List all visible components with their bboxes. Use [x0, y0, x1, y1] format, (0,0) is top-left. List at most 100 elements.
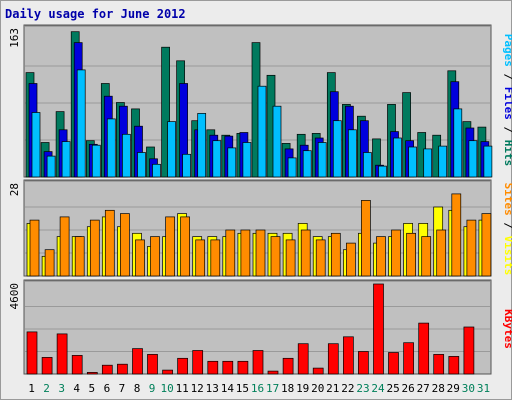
hits-files-pages-axis-label-part: Hits — [502, 140, 512, 167]
x-tick-label: 22 — [341, 382, 354, 395]
hits-files-pages-pages-bar — [468, 140, 478, 178]
sites-visits-axis-label-part: Visits — [502, 236, 512, 276]
kbytes-kbytes-bar — [343, 336, 354, 375]
x-tick-label: 8 — [134, 382, 141, 395]
kbytes-kbytes-bar — [327, 343, 339, 375]
kbytes-kbytes-bar — [237, 360, 249, 375]
kbytes-kbytes-bar — [41, 357, 53, 375]
hits-files-pages-pages-bar — [46, 155, 56, 178]
x-tick-label: 3 — [58, 382, 65, 395]
hits-files-pages-pages-bar — [393, 137, 402, 178]
kbytes-kbytes-bar — [358, 351, 369, 375]
sites-visits-sites-bar — [285, 239, 296, 277]
hits-files-pages-pages-bar — [453, 108, 463, 178]
sites-visits-sites-bar — [421, 236, 432, 277]
sites-visits-sites-bar — [330, 232, 341, 277]
kbytes-kbytes-bar — [71, 355, 83, 375]
hits-files-pages-axis-label: Pages / Files / Hits — [502, 34, 512, 167]
x-tick-label: 23 — [356, 382, 369, 395]
sites-visits-sites-bar — [255, 229, 266, 277]
sites-visits-sites-bar — [270, 236, 281, 277]
hits-files-pages-pages-bar — [182, 153, 191, 178]
kbytes-ymax-label: 4600 — [8, 283, 21, 310]
sites-visits-sites-bar — [210, 239, 221, 277]
sites-visits-sites-bar — [376, 236, 386, 277]
kbytes-kbytes-bar — [418, 322, 430, 375]
hits-files-pages-axis-label-part: Files — [502, 87, 512, 120]
hits-files-pages-axis-label-part: / — [502, 67, 512, 87]
x-tick-label: 30 — [462, 382, 475, 395]
x-tick-label: 1 — [28, 382, 35, 395]
hits-files-pages-pages-bar — [287, 157, 297, 178]
kbytes-kbytes-bar — [448, 356, 460, 375]
kbytes-kbytes-bar — [403, 342, 414, 375]
x-tick-label: 19 — [296, 382, 309, 395]
sites-visits-sites-bar — [165, 216, 175, 277]
hits-files-pages-pages-bar — [257, 85, 267, 178]
x-tick-label: 28 — [432, 382, 445, 395]
hits-files-pages-pages-bar — [348, 129, 357, 178]
x-tick-label: 12 — [191, 382, 204, 395]
hits-files-pages-axis-label-part: Pages — [502, 34, 512, 67]
kbytes-kbytes-bar — [101, 364, 113, 375]
hits-files-pages-pages-bar — [167, 121, 176, 178]
kbytes-kbytes-bar — [207, 360, 219, 375]
hits-files-pages-pages-bar — [106, 118, 116, 178]
sites-visits-sites-bar — [150, 236, 160, 277]
x-tick-label: 6 — [104, 382, 111, 395]
sites-visits-sites-bar — [361, 200, 371, 277]
x-tick-label: 5 — [88, 382, 95, 395]
hits-files-pages-pages-bar — [408, 146, 417, 178]
sites-visits-ymax-label: 28 — [8, 183, 21, 196]
x-tick-label: 9 — [149, 382, 156, 395]
sites-visits-axis-label: Sites / Visits — [502, 183, 512, 276]
kbytes-axis-label: KBytes — [502, 309, 512, 349]
kbytes-axis-label-part: KBytes — [502, 309, 512, 349]
kbytes-kbytes-bar — [267, 370, 279, 375]
sites-visits-sites-bar — [406, 232, 416, 277]
hits-files-pages-pages-bar — [332, 120, 342, 178]
sites-visits-axis-label-part: Sites — [502, 183, 512, 216]
kbytes-kbytes-bar — [56, 333, 68, 375]
sites-visits-sites-bar — [104, 209, 115, 277]
hits-files-pages-pages-bar — [438, 145, 448, 178]
sites-visits-axis-label-part: / — [502, 216, 512, 236]
hits-files-pages-pages-bar — [483, 145, 493, 178]
x-tick-label: 11 — [176, 382, 189, 395]
hits-files-pages-pages-bar — [272, 105, 282, 178]
hits-files-pages-pages-bar — [302, 150, 312, 178]
kbytes-kbytes-bar — [463, 326, 475, 375]
x-tick-labels: 1 2 3 4 5 6 7 8 9 10 11 12 13 14 15 16 17 18 19 20 21 22 23 24 2… — [28, 382, 490, 395]
sites-visits-sites-bar — [89, 219, 100, 277]
hits-files-pages-pages-bar — [31, 112, 41, 178]
hits-files-pages-pages-bar — [197, 113, 207, 178]
kbytes-kbytes-bar — [297, 343, 309, 375]
sites-visits-sites-bar — [391, 229, 401, 277]
x-tick-label: 7 — [119, 382, 126, 395]
sites-visits-sites-bar — [225, 229, 236, 277]
sites-visits-sites-bar — [180, 216, 190, 277]
hits-files-pages-pages-bar — [378, 165, 387, 178]
sites-visits-sites-bar — [74, 236, 85, 277]
hits-files-pages-axis-label-part: / — [502, 120, 512, 140]
sites-visits-sites-bar — [346, 242, 356, 277]
kbytes-kbytes-bar — [222, 360, 234, 375]
x-tick-label: 2 — [43, 382, 50, 395]
x-tick-label: 16 — [251, 382, 264, 395]
sites-visits-sites-bar — [436, 229, 447, 277]
kbytes-kbytes-bar — [177, 357, 188, 375]
sites-visits-sites-bar — [29, 219, 40, 277]
hits-files-pages-pages-bar — [76, 69, 86, 178]
kbytes-kbytes-bar — [132, 348, 143, 375]
chart-title: Daily usage for June 2012 — [5, 7, 186, 21]
hits-files-pages-pages-bar — [122, 133, 131, 178]
kbytes-kbytes-bar — [117, 363, 128, 375]
sites-visits-sites-bar — [466, 219, 477, 277]
hits-files-pages-pages-bar — [212, 140, 222, 178]
kbytes-kbytes-bar — [86, 372, 98, 375]
x-tick-label: 20 — [311, 382, 324, 395]
hits-files-pages-hits-bar — [161, 46, 170, 178]
x-tick-label: 31 — [477, 382, 490, 395]
x-tick-label: 27 — [417, 382, 430, 395]
